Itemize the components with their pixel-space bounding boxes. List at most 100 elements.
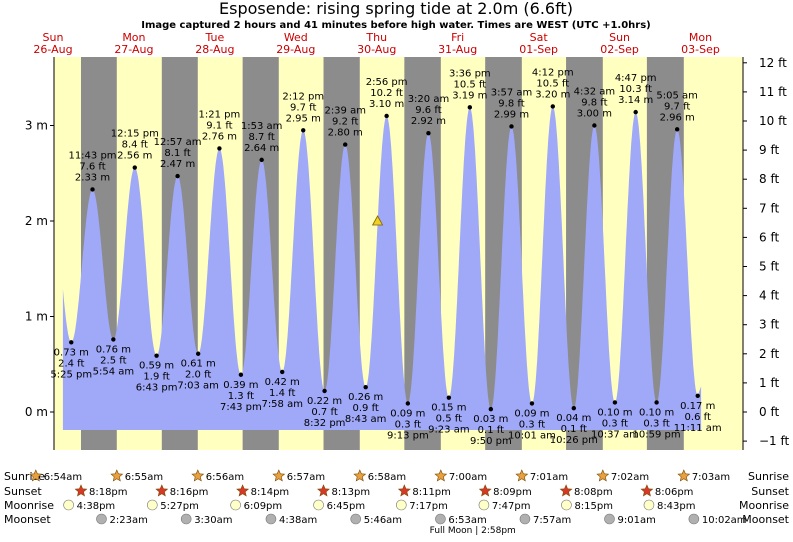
high-tide-point [301, 128, 306, 133]
chart-subtitle: Image captured 2 hours and 41 minutes be… [141, 20, 651, 31]
low-tide-point [69, 340, 74, 345]
high-tide-time: 4:32 am [574, 87, 616, 98]
sunrise-icon [272, 469, 286, 482]
moonrise-icon [230, 499, 241, 511]
moonset-time: 4:38am [279, 515, 317, 526]
high-tide-metres: 3.14 m [618, 95, 653, 106]
moon-phase-label: Full Moon | 2:58pm [430, 526, 516, 536]
day-date: 27-Aug [114, 43, 153, 56]
day-date: 02-Sep [600, 43, 639, 56]
day-name: Fri [451, 31, 464, 44]
high-tide-metres: 2.99 m [494, 109, 529, 120]
moonset-time: 6:53am [448, 515, 486, 526]
low-tide-time: 10:01 am [508, 430, 556, 441]
low-tide-metres: 0.04 m [556, 413, 591, 424]
low-tide-metres: 0.26 m [348, 392, 383, 403]
day-date: 03-Sep [681, 43, 720, 56]
day-name: Thu [365, 31, 387, 44]
sunrise-icon [353, 469, 367, 482]
low-tide-metres: 0.39 m [223, 380, 258, 391]
low-tide-metres: 0.09 m [390, 408, 425, 419]
moonset-time: 9:01am [618, 515, 656, 526]
sunset-time: 8:16pm [170, 487, 209, 498]
sunset-row-label-right: Sunset [751, 485, 789, 498]
high-tide-feet: 9.8 ft [581, 98, 607, 109]
low-tide-feet: 0.1 ft [478, 425, 504, 436]
high-tide-feet: 9.6 ft [415, 105, 441, 116]
right-axis-label: 4 ft [759, 289, 779, 303]
day-name: Mon [689, 31, 712, 44]
low-tide-metres: 0.03 m [473, 414, 508, 425]
high-tide-time: 5:05 am [656, 90, 698, 101]
low-tide-feet: 0.7 ft [311, 407, 337, 418]
right-axis-label: −1 ft [759, 434, 790, 448]
moonrise-time: 7:17pm [409, 501, 448, 512]
sunset-row-label-left: Sunset [4, 485, 42, 498]
left-axis-label: 0 m [25, 405, 48, 419]
low-tide-point [195, 351, 201, 356]
high-tide-point [384, 113, 389, 119]
high-tide-point [132, 165, 137, 170]
low-tide-metres: 0.17 m [680, 401, 715, 412]
current-level-marker [371, 215, 384, 226]
low-tide-feet: 1.4 ft [269, 388, 295, 399]
high-tide-time: 1:21 pm [199, 109, 241, 120]
high-tide-time: 3:36 pm [449, 68, 491, 79]
low-tide-point [695, 393, 700, 398]
right-axis-label: 9 ft [759, 143, 779, 157]
moonset-icon [435, 513, 446, 525]
low-tide-time: 7:43 pm [220, 402, 262, 413]
day-name: Sat [530, 31, 549, 44]
sunset-time: 8:08pm [574, 487, 613, 498]
low-tide-feet: 0.1 ft [561, 424, 587, 435]
sunset-time: 8:06pm [655, 487, 694, 498]
moonset-row-label-right: Moonset [742, 513, 789, 526]
moonset-time: 10:02am [702, 515, 747, 526]
moonrise-row-label-left: Moonrise [4, 499, 54, 512]
moonset-icon [350, 513, 362, 525]
moonrise-time: 6:45pm [327, 501, 366, 512]
moonset-icon [688, 513, 700, 525]
low-tide-feet: 0.5 ft [436, 414, 462, 425]
sunset-icon [640, 484, 654, 497]
low-tide-metres: 0.10 m [597, 407, 632, 418]
moonset-time: 2:23am [109, 515, 147, 526]
tide-area [62, 106, 702, 431]
sunrise-time: 6:56am [206, 472, 244, 483]
high-tide-metres: 3.00 m [577, 109, 612, 120]
low-tide-point [488, 406, 494, 412]
low-tide-point [612, 400, 618, 405]
sunset-icon [559, 484, 573, 497]
sunrise-icon [29, 469, 43, 482]
right-axis-label: 7 ft [759, 201, 779, 215]
sunset-icon [397, 484, 411, 497]
right-axis-label: 8 ft [759, 172, 779, 186]
low-tide-metres: 0.22 m [307, 396, 342, 407]
right-axis-label: 1 ft [759, 376, 779, 390]
moonrise-time: 6:09pm [244, 501, 283, 512]
right-axis-label: 11 ft [759, 85, 787, 99]
sunrise-time: 7:03am [692, 472, 730, 483]
low-tide-metres: 0.09 m [514, 408, 549, 419]
sunrise-icon [596, 469, 610, 482]
day-date: 30-Aug [357, 43, 396, 56]
high-tide-time: 4:47 pm [615, 73, 657, 84]
sunset-icon [317, 484, 330, 497]
right-axis-label: 12 ft [759, 56, 787, 70]
low-tide-time: 8:32 pm [304, 418, 346, 429]
moonset-time: 7:57am [533, 515, 571, 526]
sunrise-time: 6:58am [368, 472, 406, 483]
low-tide-metres: 0.61 m [181, 359, 216, 370]
high-tide-point [426, 130, 431, 136]
moonrise-row-label-right: Moonrise [739, 499, 789, 512]
low-tide-feet: 0.3 ft [519, 419, 545, 430]
low-tide-point [111, 337, 116, 342]
high-tide-metres: 3.19 m [452, 90, 487, 101]
low-tide-feet: 2.4 ft [58, 358, 84, 369]
sunrise-icon [110, 469, 124, 482]
low-tide-time: 10:26 pm [550, 435, 598, 446]
sunrise-time: 7:01am [530, 472, 568, 483]
right-axis-label: 6 ft [759, 230, 779, 244]
